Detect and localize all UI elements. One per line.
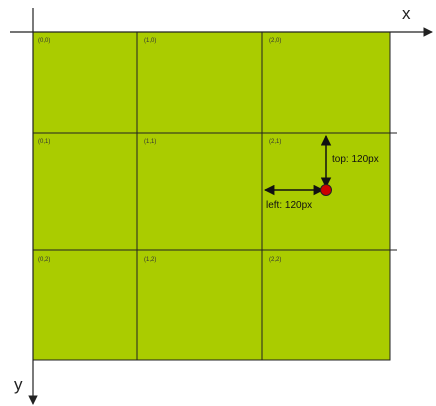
cell-label-0-1: (0,1) [38,139,50,145]
cell-label-0-2: (0,2) [38,257,50,263]
cell-label-2-2: (2,2) [269,257,281,263]
position-point [320,184,332,196]
cell-label-1-1: (1,1) [144,139,156,145]
cell-label-1-0: (1,0) [144,38,156,44]
cell-label-0-0: (0,0) [38,38,50,44]
top-offset-label: top: 120px [332,154,379,165]
x-axis-label: x [402,4,411,23]
left-offset-label: left: 120px [266,200,312,211]
cell-label-2-1: (2,1) [269,139,281,145]
cell-label-2-0: (2,0) [269,38,281,44]
y-axis-label: y [14,375,23,394]
grid-background [32,31,391,361]
cell-label-1-2: (1,2) [144,257,156,263]
